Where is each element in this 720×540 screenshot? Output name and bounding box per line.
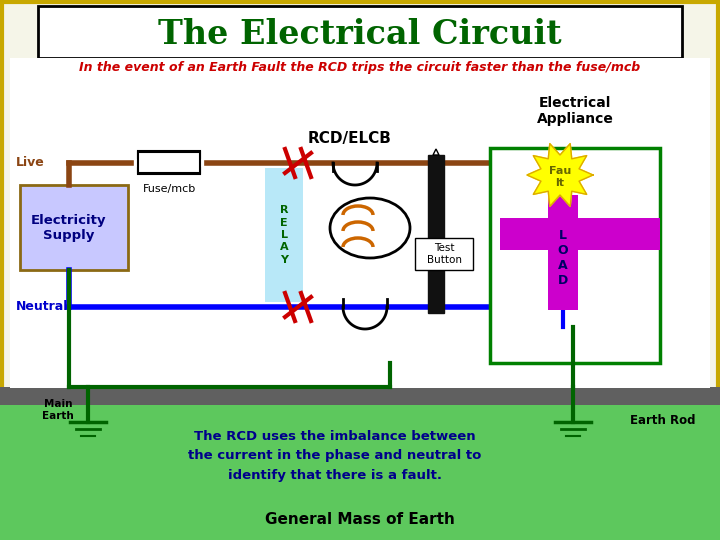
Text: Fau
lt: Fau lt [549, 166, 571, 188]
FancyBboxPatch shape [548, 195, 578, 310]
FancyBboxPatch shape [500, 218, 660, 250]
FancyBboxPatch shape [265, 168, 303, 302]
Text: The Electrical Circuit: The Electrical Circuit [158, 17, 562, 51]
Text: L
O
A
D: L O A D [558, 229, 568, 287]
Text: Main
Earth: Main Earth [42, 399, 74, 421]
FancyBboxPatch shape [138, 151, 200, 174]
FancyBboxPatch shape [38, 6, 682, 58]
Text: General Mass of Earth: General Mass of Earth [265, 512, 455, 528]
Text: In the event of an Earth Fault the RCD trips the circuit faster than the fuse/mc: In the event of an Earth Fault the RCD t… [79, 62, 641, 75]
Text: Electrical
Appliance: Electrical Appliance [536, 96, 613, 126]
FancyBboxPatch shape [10, 58, 710, 388]
Text: Live: Live [16, 157, 45, 170]
Polygon shape [433, 149, 439, 155]
FancyBboxPatch shape [0, 387, 720, 407]
Polygon shape [527, 144, 593, 206]
FancyBboxPatch shape [415, 238, 473, 270]
FancyBboxPatch shape [20, 185, 128, 270]
Text: RCD/ELCB: RCD/ELCB [308, 131, 392, 146]
Text: The RCD uses the imbalance between
the current in the phase and neutral to
ident: The RCD uses the imbalance between the c… [189, 430, 482, 482]
FancyBboxPatch shape [138, 152, 200, 173]
Text: Earth Rod: Earth Rod [630, 414, 696, 427]
Text: Fuse/mcb: Fuse/mcb [143, 184, 196, 194]
Text: Test
Button: Test Button [426, 243, 462, 265]
FancyBboxPatch shape [428, 155, 444, 313]
FancyBboxPatch shape [490, 148, 660, 363]
Polygon shape [0, 405, 720, 540]
Text: R
E
L
A
Y: R E L A Y [279, 205, 288, 265]
Text: Neutral: Neutral [16, 300, 68, 314]
Text: Electricity
Supply: Electricity Supply [31, 214, 107, 242]
